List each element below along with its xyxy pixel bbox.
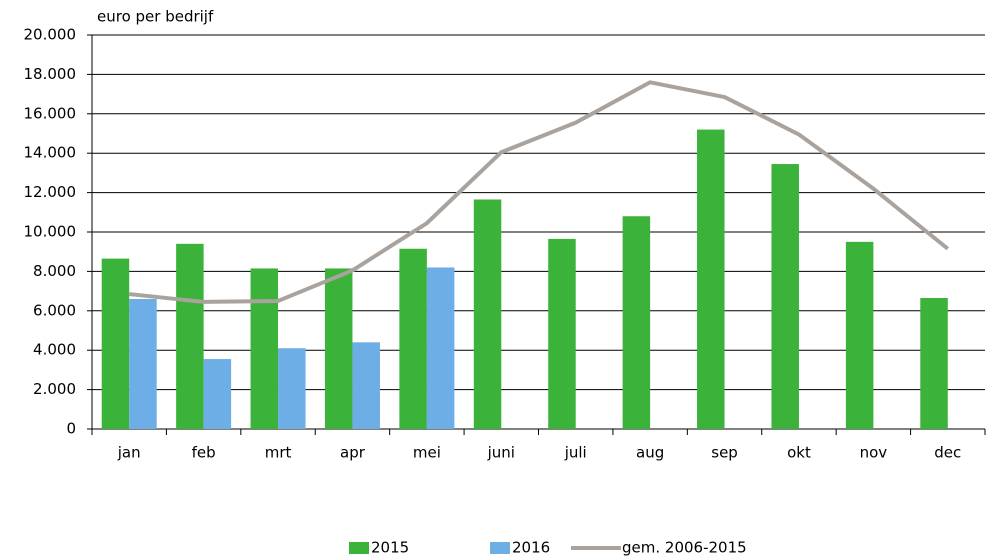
bar: [352, 342, 380, 429]
y-tick-label: 16.000: [24, 104, 77, 122]
bar: [399, 248, 427, 429]
y-tick-label: 8.000: [33, 262, 76, 280]
x-tick-label: aug: [636, 444, 664, 462]
x-tick-label: juli: [564, 444, 587, 462]
y-tick-label: 0: [66, 420, 76, 438]
y-tick-label: 20.000: [24, 26, 77, 44]
x-tick-label: jan: [117, 444, 141, 462]
y-tick-label: 18.000: [24, 65, 77, 83]
bar: [324, 268, 353, 429]
legend-label: 2015: [371, 539, 409, 557]
y-axis-label: euro per bedrijf: [97, 8, 214, 26]
legend-label: 2016: [512, 539, 550, 557]
y-tick-label: 12.000: [24, 183, 77, 201]
bar: [250, 268, 279, 429]
bar: [176, 243, 204, 429]
y-tick-label: 4.000: [33, 341, 76, 359]
bar: [203, 359, 232, 429]
bar: [697, 129, 725, 429]
x-tick-label: nov: [860, 444, 888, 462]
bar: [101, 258, 130, 429]
y-tick-label: 14.000: [24, 144, 77, 162]
legend-swatch: [490, 542, 510, 554]
x-tick-label: feb: [192, 444, 216, 462]
bar: [920, 297, 948, 429]
bar: [622, 216, 651, 429]
x-tick-label: sep: [711, 444, 738, 462]
bar: [278, 348, 306, 429]
x-tick-label: dec: [934, 444, 961, 462]
line: [128, 80, 950, 304]
legend-label: gem. 2006-2015: [622, 539, 747, 557]
legend-swatch: [349, 542, 369, 554]
y-tick-label: 2.000: [33, 380, 76, 398]
x-tick-label: juni: [487, 444, 515, 462]
bar: [845, 241, 874, 429]
y-tick-label: 6.000: [33, 301, 76, 319]
bar: [473, 199, 502, 429]
bar: [548, 238, 576, 429]
x-tick-label: mrt: [265, 444, 292, 462]
x-tick-label: okt: [787, 444, 811, 462]
bar: [771, 164, 799, 429]
x-tick-label: mei: [413, 444, 441, 462]
x-tick-label: apr: [340, 444, 366, 462]
bar: [129, 298, 157, 429]
bar: [426, 267, 455, 429]
y-tick-label: 10.000: [24, 223, 77, 241]
